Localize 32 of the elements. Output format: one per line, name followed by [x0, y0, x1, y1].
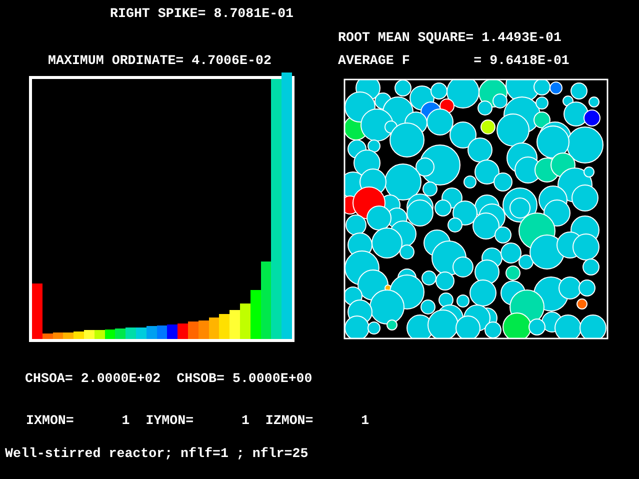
bar — [156, 325, 168, 339]
bar — [208, 317, 220, 339]
text: RIGHT SPIKE= 8.7081E-01 — [110, 6, 294, 21]
bar — [250, 290, 261, 339]
bar — [271, 79, 282, 339]
bar — [167, 324, 178, 339]
bar — [178, 323, 188, 339]
text: Well-stirred reactor; nflf=1 ; nflr=25 — [5, 446, 308, 461]
bar — [240, 303, 250, 339]
bar — [104, 329, 116, 339]
bar — [198, 320, 209, 339]
bar — [74, 331, 84, 339]
bar — [282, 72, 292, 339]
bar — [126, 327, 136, 339]
text: AVERAGE F = 9.6418E-01 — [338, 53, 570, 68]
bar — [94, 330, 105, 339]
text: CHSOA= 2.0000E+02 CHSOB= 5.0000E+00 — [25, 371, 312, 386]
bar — [136, 327, 146, 339]
bar — [84, 330, 94, 339]
bar — [63, 332, 74, 339]
bar — [230, 310, 240, 339]
bar — [52, 332, 64, 339]
chart-title: MAXIMUM ORDINATE= 4.7006E-02 — [48, 53, 272, 68]
bar — [146, 326, 157, 339]
text: ROOT MEAN SQUARE= 1.4493E-01 — [338, 30, 562, 45]
bar — [188, 321, 198, 339]
bar — [42, 333, 53, 339]
bar — [115, 328, 126, 339]
bar — [32, 283, 42, 339]
text: IXMON= 1 IYMON= 1 IZMON= 1 — [26, 413, 370, 428]
bar — [219, 314, 230, 339]
bar — [260, 261, 272, 339]
